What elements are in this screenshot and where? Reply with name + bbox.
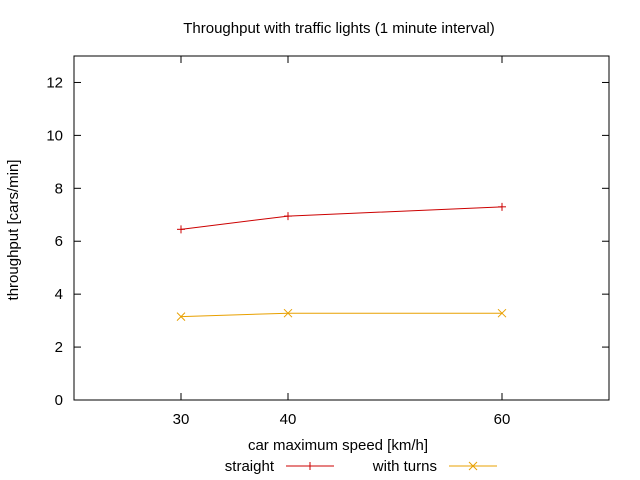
y-tick-label: 6 [55,233,63,250]
x-tick-label: 40 [280,411,297,428]
x-axis: 30 40 60 [173,56,511,428]
data-point-with-turns [283,308,293,318]
data-point-with-turns [497,308,507,318]
y-tick-label: 2 [55,339,63,356]
y-axis: 0 2 4 6 8 10 12 [46,74,609,409]
data-point-with-turns [176,312,186,321]
legend: straight with turns [225,458,497,475]
series-line-straight [180,206,503,230]
legend-label-straight: straight [225,458,275,475]
x-tick-label: 60 [494,411,511,428]
y-axis-label: throughput [cars/min] [5,160,22,301]
x-tick-label: 30 [173,411,190,428]
y-tick-label: 4 [55,286,63,303]
x-axis-label: car maximum speed [km/h] [248,437,428,454]
legend-point-with-turns [468,461,478,471]
legend-marker-straight [306,462,314,470]
data-point-straight [177,225,185,234]
legend-marker-with-turns [468,461,478,471]
data-point-straight [284,212,292,221]
y-tick-label: 8 [55,180,63,197]
chart-title: Throughput with traffic lights (1 minute… [183,20,495,37]
y-tick-label: 12 [46,74,63,91]
y-tick-label: 0 [55,392,63,409]
series-layer [176,202,507,321]
legend-point-straight [306,462,314,470]
data-point-straight [498,202,506,211]
plot-frame [73,55,610,401]
y-tick-label: 10 [46,127,63,144]
series-line-with-turns [180,312,502,318]
legend-label-with-turns: with turns [372,458,437,475]
